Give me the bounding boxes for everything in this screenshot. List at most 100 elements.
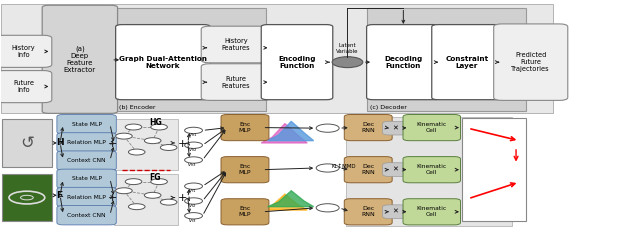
Polygon shape: [261, 124, 307, 143]
FancyBboxPatch shape: [432, 25, 502, 100]
Text: Graph Dual-Attention
Network: Graph Dual-Attention Network: [119, 56, 207, 69]
Text: Kinematic
Cell: Kinematic Cell: [417, 206, 447, 217]
Text: $v_{f1}$: $v_{f1}$: [188, 187, 196, 195]
Text: Kinematic
Cell: Kinematic Cell: [417, 122, 447, 133]
Text: $v_{h3}$: $v_{h3}$: [188, 161, 197, 169]
Text: $v_{f3}$: $v_{f3}$: [188, 217, 196, 225]
FancyBboxPatch shape: [0, 71, 52, 103]
FancyBboxPatch shape: [383, 121, 407, 135]
Text: Enc
MLP: Enc MLP: [239, 164, 252, 175]
FancyBboxPatch shape: [403, 157, 461, 183]
Circle shape: [125, 179, 142, 185]
Circle shape: [184, 127, 202, 134]
Text: +: +: [178, 193, 188, 203]
FancyBboxPatch shape: [115, 119, 178, 170]
FancyBboxPatch shape: [2, 174, 52, 221]
Text: Dec
RNN: Dec RNN: [362, 206, 375, 217]
Text: State MLP: State MLP: [72, 176, 102, 181]
FancyBboxPatch shape: [201, 26, 271, 63]
Text: Future
Features: Future Features: [221, 76, 250, 89]
Text: Relation MLP: Relation MLP: [67, 140, 106, 145]
Text: ↺: ↺: [20, 134, 34, 152]
Circle shape: [129, 204, 145, 210]
Text: Kinematic
Cell: Kinematic Cell: [417, 164, 447, 175]
Text: Enc
MLP: Enc MLP: [239, 122, 252, 133]
Text: $v_{h2}$: $v_{h2}$: [188, 146, 197, 154]
FancyBboxPatch shape: [344, 114, 392, 141]
Circle shape: [151, 179, 168, 185]
FancyBboxPatch shape: [0, 35, 52, 67]
FancyBboxPatch shape: [42, 5, 118, 113]
Circle shape: [316, 124, 339, 132]
Text: +: +: [178, 139, 188, 149]
Circle shape: [145, 192, 161, 198]
FancyBboxPatch shape: [261, 25, 333, 100]
FancyBboxPatch shape: [201, 64, 271, 100]
FancyBboxPatch shape: [221, 199, 269, 225]
Circle shape: [125, 124, 142, 130]
FancyBboxPatch shape: [116, 8, 266, 111]
Text: Latent
Variable: Latent Variable: [336, 43, 358, 54]
Circle shape: [129, 149, 145, 155]
Circle shape: [316, 164, 339, 172]
Circle shape: [161, 144, 177, 150]
Text: H: H: [56, 139, 63, 147]
Circle shape: [20, 195, 33, 200]
Circle shape: [316, 204, 339, 212]
FancyBboxPatch shape: [57, 114, 116, 134]
Text: FG: FG: [150, 173, 161, 182]
FancyBboxPatch shape: [115, 174, 178, 225]
FancyBboxPatch shape: [367, 8, 526, 111]
Text: ✕: ✕: [392, 209, 397, 215]
Polygon shape: [268, 121, 314, 141]
FancyBboxPatch shape: [2, 119, 52, 167]
Polygon shape: [261, 194, 307, 210]
FancyBboxPatch shape: [57, 187, 116, 207]
Circle shape: [332, 57, 363, 68]
FancyBboxPatch shape: [346, 117, 511, 226]
FancyBboxPatch shape: [57, 133, 116, 152]
Text: History
Info: History Info: [12, 45, 35, 58]
Text: Constraint
Layer: Constraint Layer: [445, 56, 488, 69]
Circle shape: [151, 124, 168, 130]
FancyBboxPatch shape: [493, 24, 568, 100]
Circle shape: [116, 188, 132, 194]
FancyBboxPatch shape: [221, 157, 269, 183]
FancyBboxPatch shape: [462, 118, 525, 221]
Text: Relation MLP: Relation MLP: [67, 194, 106, 199]
FancyBboxPatch shape: [383, 163, 407, 176]
Text: State MLP: State MLP: [72, 122, 102, 127]
FancyBboxPatch shape: [57, 151, 116, 170]
Circle shape: [116, 133, 132, 139]
Text: Context CNN: Context CNN: [67, 213, 106, 218]
Text: $v_{h1}$: $v_{h1}$: [188, 131, 197, 139]
FancyBboxPatch shape: [1, 4, 553, 113]
FancyBboxPatch shape: [383, 205, 407, 218]
Text: KL↕MMD: KL↕MMD: [332, 164, 356, 169]
FancyBboxPatch shape: [344, 199, 392, 225]
FancyBboxPatch shape: [403, 114, 461, 141]
Text: ✕: ✕: [392, 166, 397, 173]
Text: ✕: ✕: [392, 125, 397, 131]
Circle shape: [161, 199, 177, 205]
Text: Dec
RNN: Dec RNN: [362, 164, 375, 175]
FancyBboxPatch shape: [403, 199, 461, 225]
Text: Predicted
Future
Trajectories: Predicted Future Trajectories: [511, 52, 550, 72]
Circle shape: [184, 142, 202, 148]
FancyBboxPatch shape: [116, 25, 210, 100]
Text: History
Features: History Features: [221, 38, 250, 51]
Text: (b) Encoder: (b) Encoder: [119, 106, 156, 111]
Text: (a)
Deep
Feature
Extractor: (a) Deep Feature Extractor: [64, 46, 96, 73]
Text: HG: HG: [149, 118, 162, 127]
FancyBboxPatch shape: [57, 206, 116, 225]
Text: Decoding
Function: Decoding Function: [384, 56, 422, 69]
FancyBboxPatch shape: [221, 114, 269, 141]
FancyBboxPatch shape: [57, 169, 116, 188]
Circle shape: [184, 213, 202, 219]
Text: Dec
RNN: Dec RNN: [362, 122, 375, 133]
Circle shape: [145, 138, 161, 144]
FancyBboxPatch shape: [367, 25, 440, 100]
Polygon shape: [268, 191, 314, 207]
FancyBboxPatch shape: [344, 157, 392, 183]
Text: F: F: [56, 191, 63, 200]
